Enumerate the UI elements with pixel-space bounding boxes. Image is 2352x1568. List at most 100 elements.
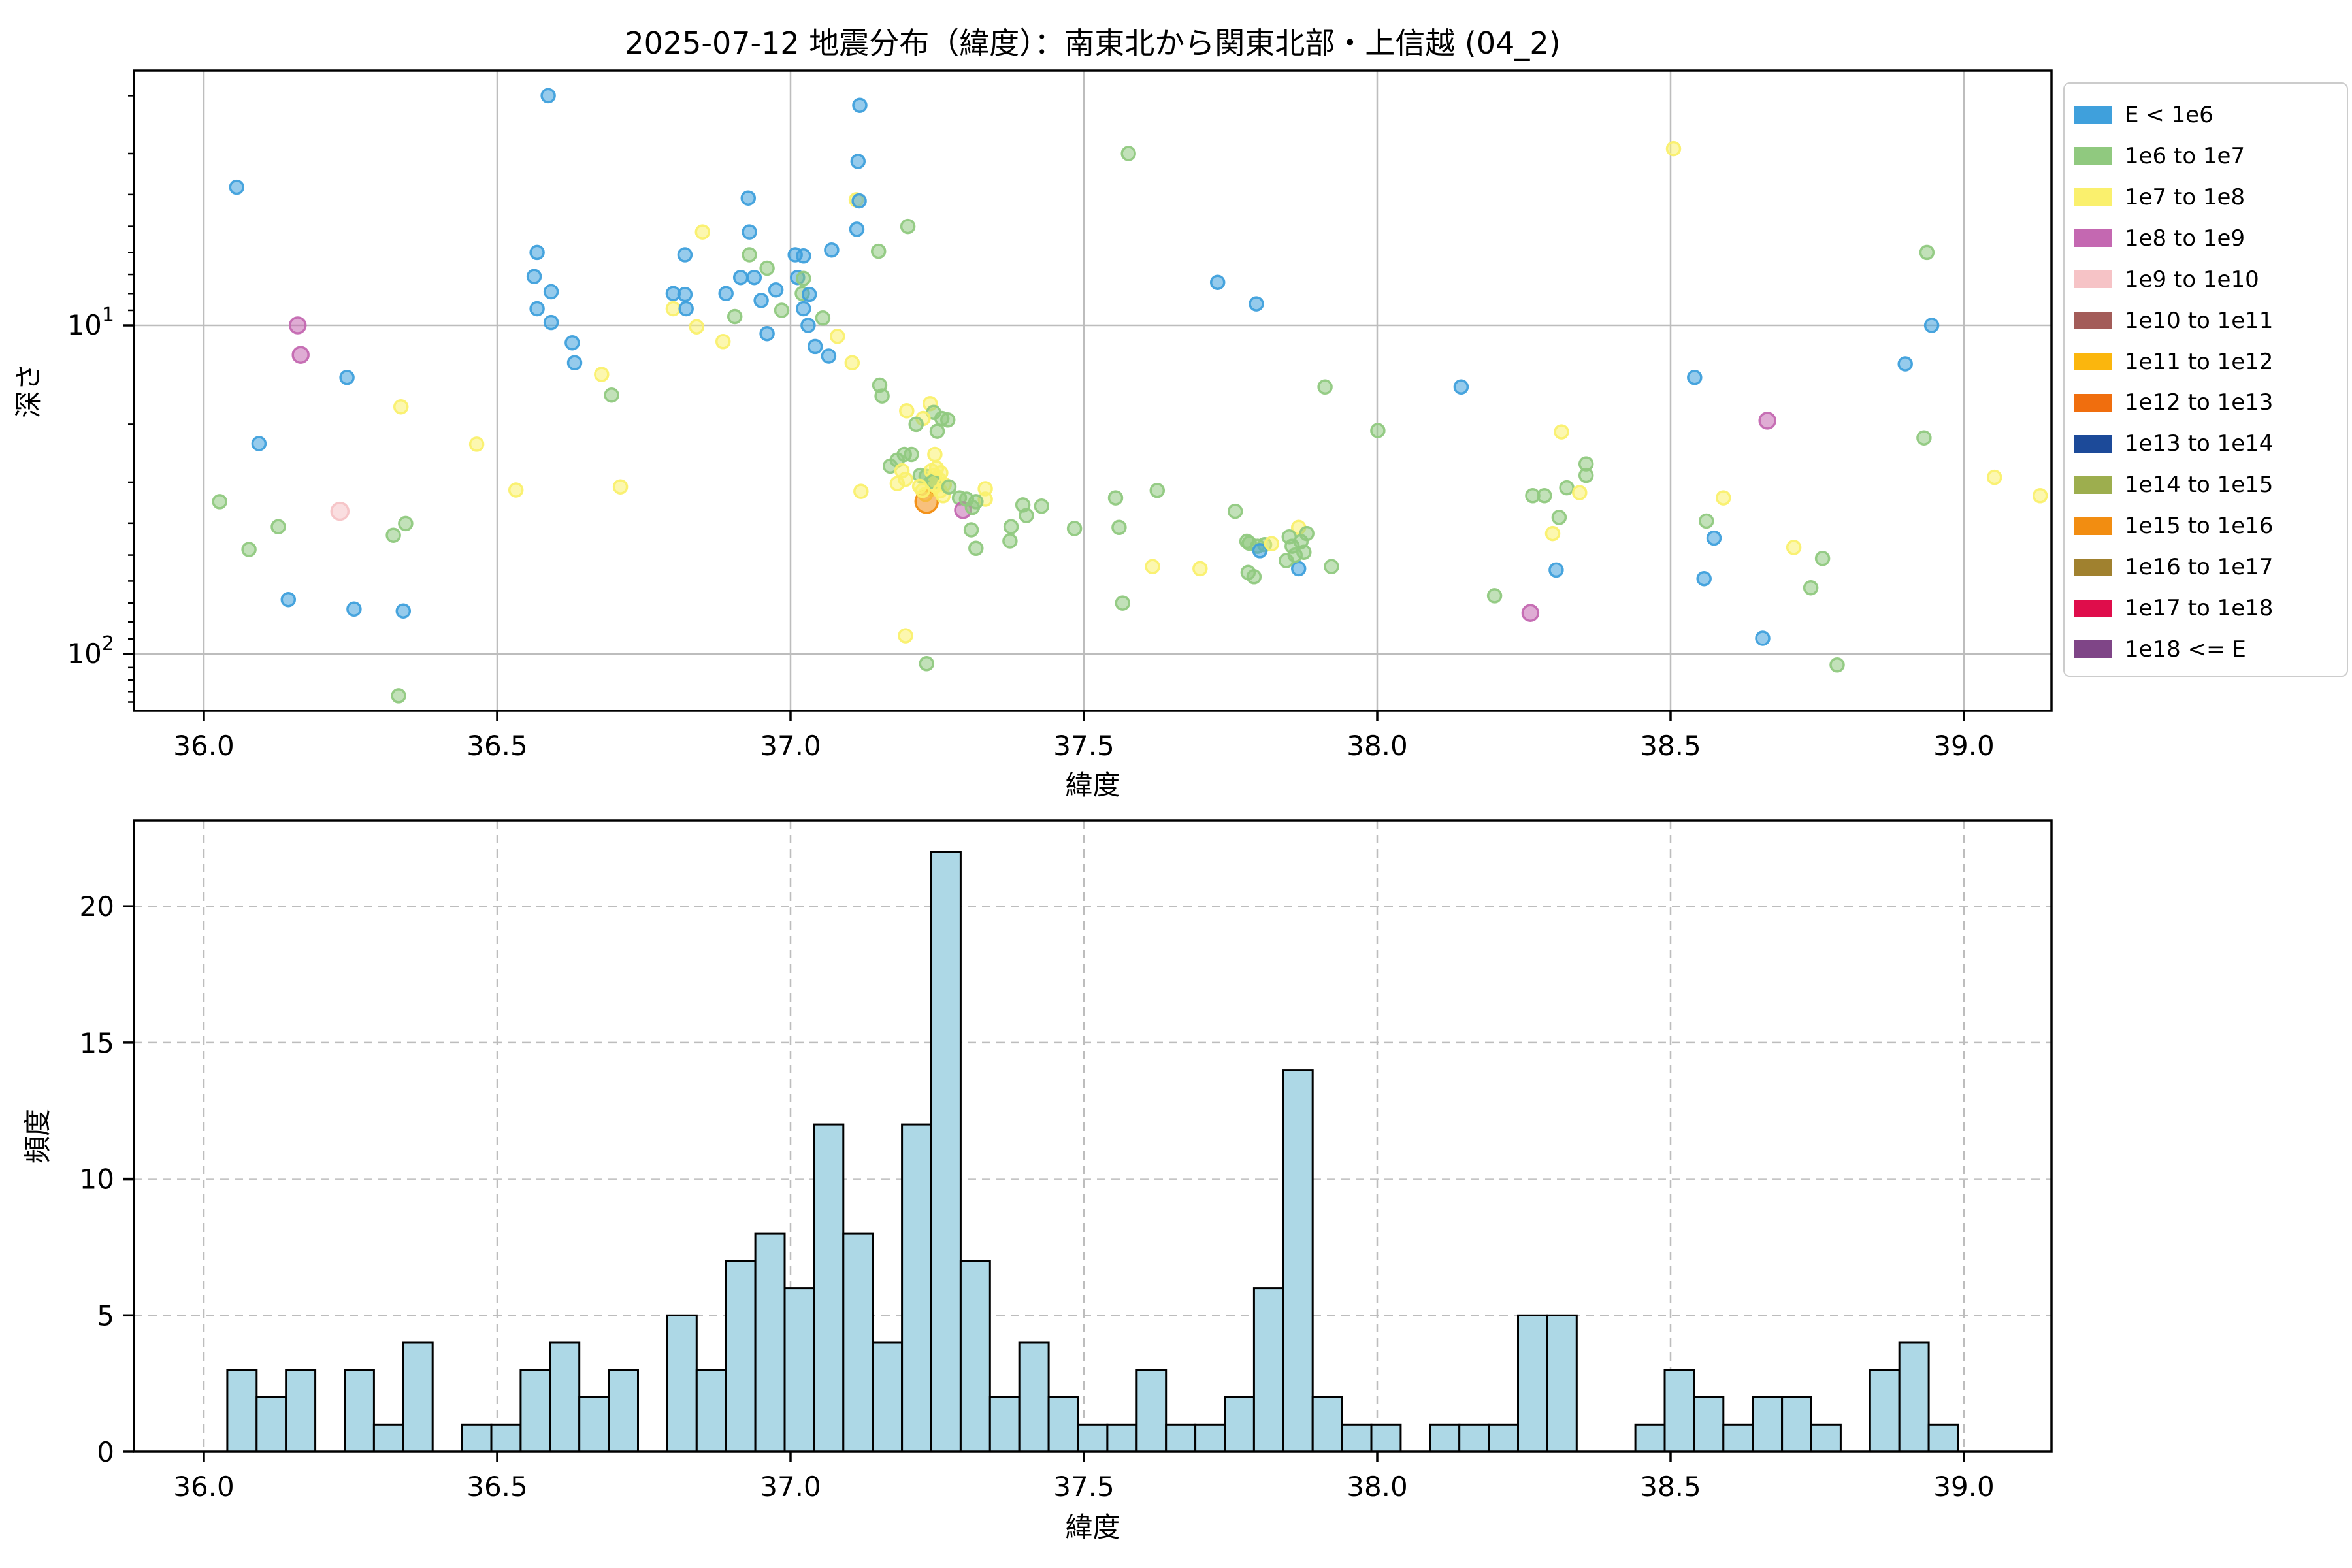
scatter-point — [796, 270, 811, 286]
scatter-point — [740, 190, 757, 206]
scatter-point — [594, 367, 610, 382]
scatter-point — [1227, 503, 1243, 519]
scatter-point — [851, 193, 867, 209]
scatter-point — [1687, 369, 1703, 385]
y-tick-label: 15 — [80, 1027, 114, 1059]
scatter-point — [212, 494, 227, 510]
scatter-point — [1299, 525, 1315, 542]
histogram-bar — [1458, 1423, 1490, 1453]
x-tick-label: 37.5 — [1053, 730, 1115, 762]
y-tick-label: 10 — [80, 1164, 114, 1196]
histogram-bar — [1810, 1423, 1842, 1453]
histogram-bar — [344, 1369, 375, 1453]
legend-swatch-icon — [2074, 599, 2112, 617]
y-tick-label: 101 — [67, 304, 114, 341]
scatter-point — [677, 247, 693, 263]
scatter-point — [874, 388, 890, 404]
scatter-point — [1317, 379, 1333, 395]
scatter-point — [1716, 490, 1731, 506]
scatter-point — [1665, 140, 1682, 157]
scatter-point — [824, 242, 840, 258]
legend-label: 1e6 to 1e7 — [2125, 142, 2246, 169]
scatter-point — [1897, 356, 1913, 372]
y-tick-label: 0 — [97, 1436, 114, 1468]
scatter-point — [1002, 533, 1018, 549]
legend-item: 1e18 <= E — [2074, 630, 2340, 669]
scatter-point — [870, 243, 887, 259]
scatter-point — [774, 302, 790, 318]
scatter-point — [821, 348, 837, 364]
x-tick-label: 38.0 — [1347, 730, 1408, 762]
histogram-bar — [901, 1123, 932, 1453]
scatter-point — [280, 591, 297, 608]
legend-item: 1e8 to 1e9 — [2074, 219, 2340, 258]
scatter-point — [677, 286, 693, 302]
histogram-bar — [988, 1396, 1021, 1453]
x-tick-label: 38.0 — [1347, 1471, 1408, 1503]
scatter-point — [543, 284, 559, 300]
scatter-point — [1755, 630, 1771, 646]
scatter-point — [1572, 485, 1588, 500]
legend-label: 1e9 to 1e10 — [2125, 266, 2259, 293]
histogram-bar — [1722, 1423, 1754, 1453]
scatter-point — [853, 483, 869, 499]
histogram-bar — [578, 1396, 610, 1453]
legend-item: 1e6 to 1e7 — [2074, 137, 2340, 176]
legend-item: 1e17 to 1e18 — [2074, 589, 2340, 628]
scatter-point — [1559, 480, 1575, 496]
scatter-point — [1324, 559, 1339, 574]
histogram-bar — [1194, 1423, 1226, 1453]
histogram-bar — [1018, 1341, 1050, 1453]
histogram-bar — [1165, 1423, 1197, 1453]
histogram-bar — [1135, 1369, 1168, 1453]
legend-swatch-icon — [2074, 147, 2112, 165]
scatter-point — [385, 527, 401, 543]
scatter-point — [850, 154, 866, 169]
histogram-bar — [1341, 1423, 1373, 1453]
scatter-point — [1066, 521, 1083, 536]
scatter-point — [1115, 595, 1131, 611]
scatter-point — [612, 479, 629, 495]
scatter-point — [468, 436, 485, 452]
scatter-point — [694, 224, 711, 240]
scatter-point — [796, 248, 811, 264]
legend-item: E < 1e6 — [2074, 95, 2340, 135]
histogram-bar — [608, 1369, 639, 1453]
x-tick-label: 37.0 — [760, 730, 821, 762]
bottom-plot-frame — [133, 819, 2053, 1453]
histogram-bar — [549, 1341, 581, 1453]
scatter-point — [742, 247, 757, 263]
x-tick-label: 37.5 — [1053, 1471, 1115, 1503]
scatter-point — [904, 446, 919, 463]
scatter-point — [939, 412, 956, 428]
legend-swatch-icon — [2074, 434, 2112, 453]
histogram-bar — [1370, 1423, 1402, 1453]
scatter-point — [1919, 244, 1935, 261]
legend-swatch-icon — [2074, 229, 2112, 248]
scatter-point — [540, 88, 556, 104]
histogram-bar — [1517, 1314, 1548, 1453]
legend-item: 1e10 to 1e11 — [2074, 301, 2340, 340]
scatter-point — [288, 316, 307, 335]
scatter-point — [746, 269, 762, 286]
scatter-point — [941, 479, 957, 495]
x-tick-label: 36.0 — [173, 1471, 235, 1503]
legend-item: 1e14 to 1e15 — [2074, 465, 2340, 504]
legend-label: 1e16 to 1e17 — [2125, 554, 2274, 581]
histogram-bar — [1663, 1369, 1695, 1453]
scatter-point — [1107, 490, 1124, 506]
y-tick-label: 102 — [67, 632, 114, 670]
histogram-bar — [1047, 1396, 1079, 1453]
histogram-bar — [666, 1314, 698, 1453]
scatter-point — [844, 355, 860, 371]
scatter-point — [1034, 498, 1050, 514]
scatter-point — [1544, 525, 1561, 542]
scatter-point — [968, 540, 984, 557]
scatter-point — [1370, 423, 1386, 438]
legend-swatch-icon — [2074, 312, 2112, 330]
scatter-point — [742, 224, 757, 240]
scatter-point — [689, 319, 705, 335]
scatter-point — [1554, 424, 1569, 440]
scatter-point — [1252, 543, 1268, 559]
